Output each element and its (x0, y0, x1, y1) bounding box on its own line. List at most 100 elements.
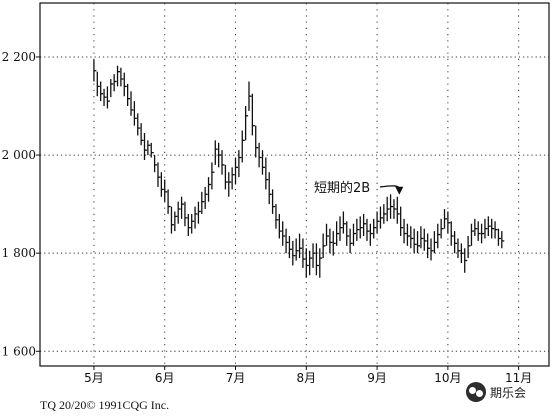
price-bar (123, 72, 127, 97)
price-bar (342, 211, 346, 234)
price-bar (106, 86, 110, 109)
price-bar (420, 226, 424, 249)
x-tick-label: 6月 (155, 371, 175, 385)
price-bar (201, 191, 205, 214)
price-bar (464, 248, 468, 273)
price-bar (426, 233, 431, 259)
price-bar (96, 71, 100, 97)
price-bar (278, 213, 282, 239)
plot-frame (39, 2, 550, 367)
price-bar (261, 150, 265, 175)
price-bar (302, 238, 306, 268)
price-bar (231, 167, 235, 190)
price-bar (460, 243, 464, 263)
axis-layer: 1 600 1 800 2 000 2 200 5月 6月 7月 8月 9月 10月 11月 (2, 2, 550, 385)
price-bar (194, 206, 198, 229)
x-tick-label: 8月 (296, 371, 316, 385)
price-bar (474, 218, 478, 237)
price-bar (352, 223, 356, 246)
price-bar (211, 162, 215, 190)
price-bar (362, 213, 367, 237)
price-bar (298, 233, 303, 259)
price-bar (413, 228, 417, 254)
price-bar (393, 199, 397, 219)
price-bar (133, 101, 137, 126)
price-bar (244, 106, 249, 141)
price-bar (265, 157, 269, 190)
price-bar (177, 201, 181, 224)
price-bar (157, 162, 161, 187)
price-bar (110, 79, 114, 98)
price-bar (191, 213, 195, 234)
price-bar (453, 231, 458, 254)
price-bar (369, 223, 373, 246)
price-bar (386, 196, 390, 222)
price-bar (491, 218, 495, 239)
price-bar (93, 59, 97, 82)
source-credit: TQ 20/20© 1991CQG Inc. (40, 398, 170, 412)
price-bar (319, 248, 323, 278)
price-bar (309, 250, 313, 276)
price-bar (228, 172, 232, 197)
price-bar (335, 221, 340, 246)
price-bar (224, 164, 228, 190)
price-bar (494, 221, 498, 239)
price-bar (234, 157, 239, 185)
price-bar (406, 223, 410, 246)
price-bars (93, 59, 505, 278)
price-bar (167, 189, 171, 214)
price-bar (376, 211, 380, 234)
price-bar (410, 226, 414, 249)
price-bar (218, 142, 222, 168)
price-bar (447, 211, 451, 234)
price-bar (143, 132, 147, 160)
watermark: 期乐会 (466, 382, 526, 402)
price-bar (346, 221, 350, 246)
price-bar (174, 211, 178, 232)
price-bar (282, 221, 286, 246)
y-tick-label: 2 000 (2, 148, 36, 162)
price-bar (359, 216, 363, 239)
price-bar (207, 177, 212, 202)
price-bar (187, 213, 191, 237)
price-bar (126, 83, 131, 107)
y-tick-label: 1 800 (2, 246, 36, 260)
annotation-label: 短期的2B (314, 180, 370, 196)
price-bar (416, 231, 421, 254)
price-bar (204, 186, 208, 210)
price-bar (389, 194, 394, 219)
price-bar (403, 218, 407, 244)
price-bar (433, 231, 437, 254)
price-bar (325, 223, 330, 246)
price-bar (258, 142, 262, 168)
price-bar (116, 65, 121, 87)
price-bar (251, 93, 255, 136)
x-tick-label: 7月 (226, 371, 246, 385)
price-bar (153, 155, 158, 173)
price-bar (160, 172, 164, 197)
price-bar (113, 74, 117, 92)
price-bar (339, 216, 343, 241)
price-bar (383, 204, 387, 224)
wechat-logo-icon (466, 382, 486, 402)
price-bar (501, 231, 505, 249)
price-bar (312, 243, 316, 268)
y-tick-label: 1 600 (2, 344, 36, 358)
annotation-layer: 短期的2B (314, 180, 404, 196)
price-bar (271, 189, 276, 214)
price-bar (396, 196, 400, 224)
price-bar (184, 201, 188, 227)
price-bar (164, 179, 168, 202)
price-bar (221, 150, 225, 175)
price-bar (440, 218, 444, 239)
price-bar (197, 201, 201, 224)
price-bar (497, 228, 501, 246)
annotation-arrow-head (395, 186, 404, 195)
price-bar (430, 238, 434, 261)
price-bar (423, 228, 427, 251)
price-bar (268, 172, 272, 205)
price-bar (214, 140, 218, 165)
price-bar (288, 236, 292, 259)
price-bar (349, 228, 353, 254)
